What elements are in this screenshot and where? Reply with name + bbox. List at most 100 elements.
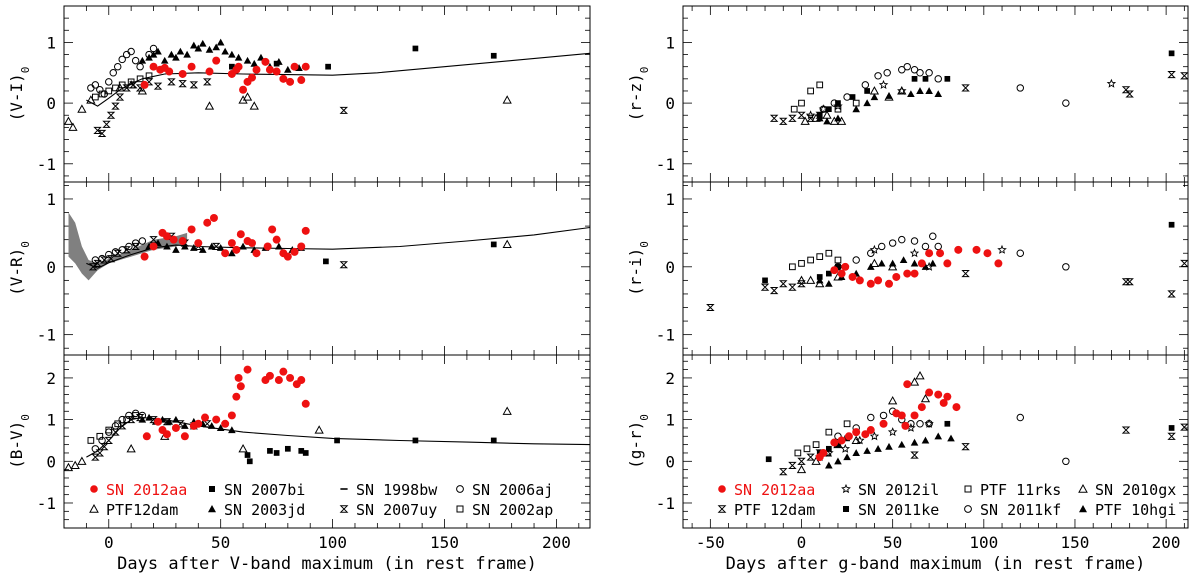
data-point-sn-2012aa (861, 430, 870, 439)
data-point-sn-2007uy (97, 129, 107, 137)
data-point-sn-2011ke (911, 75, 918, 82)
data-point-sn-2012aa (203, 218, 212, 227)
x-tick-label: 200 (542, 533, 571, 552)
x-tick-label: 50 (211, 533, 230, 552)
legend-entry-sn-2010gx: SN 2010gx (1078, 481, 1176, 499)
data-point-sn-2012aa (936, 249, 945, 258)
data-point-sn-2012aa (248, 73, 257, 82)
data-point-sn-2010gx (869, 86, 880, 95)
data-point-sn-2007uy (102, 120, 111, 128)
data-point-sn-2007uy (211, 242, 221, 250)
data-point-sn-2010gx (888, 396, 898, 405)
panel-data (765, 371, 1188, 476)
data-point-ptf-10hgi (823, 117, 831, 125)
data-point-sn-2011ke (944, 420, 951, 427)
data-point-sn-2012il (869, 431, 880, 441)
data-point-sn-2012aa (892, 272, 901, 281)
data-point-sn-2006aj (96, 86, 104, 94)
data-point-ptf-12dam (779, 117, 788, 125)
data-point-sn-2012aa (897, 411, 906, 420)
panel-frame (682, 181, 1189, 356)
data-point-sn-2006aj (111, 422, 120, 430)
y-tick-label: -1 (656, 326, 675, 345)
y-axis-label: (r-i)0 (626, 241, 651, 296)
series-sn-2012aa (140, 213, 310, 261)
data-point-sn-2011kf (898, 65, 906, 74)
data-point-ptf-11rks (834, 256, 842, 264)
series-sn-2011kf (819, 62, 1070, 113)
data-point-sn-2007bi (229, 63, 235, 70)
data-point-sn-2007bi (412, 45, 419, 52)
data-point-ptf12dam (502, 239, 512, 248)
data-point-sn-2011kf (867, 249, 875, 257)
data-point-sn-2007bi (323, 258, 329, 265)
data-point-sn-2012aa (180, 432, 189, 441)
data-point-sn-2010gx (869, 258, 880, 267)
data-point-ptf-10hgi (870, 93, 879, 101)
series-sn-2012il (869, 244, 1007, 271)
y-axis-label-text: (g-r) (626, 421, 645, 469)
data-point-sn-2007uy (91, 453, 100, 461)
data-point-sn-2012aa (268, 225, 277, 234)
data-point-ptf12dam (314, 425, 324, 434)
y-axis-label-subscript: 0 (19, 67, 32, 74)
series-sn-2007uy (88, 232, 349, 271)
data-point-ptf-12dam (1125, 278, 1134, 286)
data-point-sn-2012il (805, 110, 816, 120)
data-point-ptf12dam (249, 101, 259, 110)
legend-label: PTF 11rks (980, 481, 1061, 499)
y-tick-label: 1 (665, 411, 675, 430)
series-sn-2011ke (762, 221, 1175, 284)
data-point-sn-2007bi (298, 448, 305, 454)
y-tick-label: 0 (46, 94, 56, 113)
data-point-sn-2012il (924, 261, 934, 271)
data-point-sn-2003jd (221, 47, 229, 55)
data-point-ptf-11rks (825, 249, 833, 257)
data-point-sn-2012aa (983, 249, 992, 258)
x-tick-label: 0 (797, 533, 807, 552)
data-point-sn-2007uy (149, 236, 158, 244)
y-tick-label: 1 (46, 411, 56, 430)
data-point-ptf-12dam (797, 111, 806, 119)
data-point-ptf12dam (86, 95, 96, 104)
legend-entry-ptf-11rks: PTF 11rks (964, 481, 1061, 499)
y-axis-label-text: (B-V) (7, 421, 26, 469)
data-point-ptf-11rks (834, 105, 842, 113)
data-point-ptf12dam (502, 95, 512, 104)
data-point-sn-2011kf (877, 242, 886, 251)
x-tick-label: 200 (1152, 533, 1181, 552)
data-point-sn-2007uy (135, 413, 145, 422)
data-point-ptf-11rks (807, 87, 814, 95)
data-point-sn-2011kf (888, 239, 897, 247)
panel-frame (682, 5, 1189, 183)
panel-r-z: -101(r-z)0 (626, 5, 1189, 183)
data-point-ptf-12dam (797, 280, 806, 288)
legend-label: SN 2012aa (106, 481, 187, 499)
y-axis-label-text: (V-R) (7, 248, 26, 296)
y-tick-label: 1 (46, 33, 56, 52)
data-point-sn-2011ke (835, 263, 841, 270)
data-point-sn-2006aj (87, 84, 95, 92)
data-point-sn-2012aa (837, 269, 846, 278)
series-ptf-10hgi (815, 87, 943, 125)
data-point-sn-2007uy (100, 256, 109, 264)
data-point-sn-2011ke (825, 270, 832, 277)
data-point-sn-2003jd (212, 43, 221, 51)
y-axis-label: (B-V)0 (7, 414, 32, 469)
data-point-sn-2007bi (267, 448, 273, 454)
legend-label: PTF 12dam (734, 501, 815, 519)
data-point-sn-2007bi (273, 450, 280, 456)
data-point-sn-2011kf (883, 69, 891, 77)
data-point-sn-2010gx (920, 393, 931, 403)
data-point-sn-2006aj (113, 62, 122, 71)
legend-label: SN 2003jd (224, 501, 305, 519)
data-point-ptf-11rks (798, 260, 805, 267)
data-point-sn-2007bi (246, 458, 253, 465)
data-point-sn-2012aa (194, 419, 203, 428)
data-point-sn-2007bi (244, 452, 251, 458)
data-point-sn-2011ke (762, 277, 768, 284)
data-point-sn-2007uy (129, 81, 138, 89)
data-point-ptf-10hgi (888, 259, 897, 267)
